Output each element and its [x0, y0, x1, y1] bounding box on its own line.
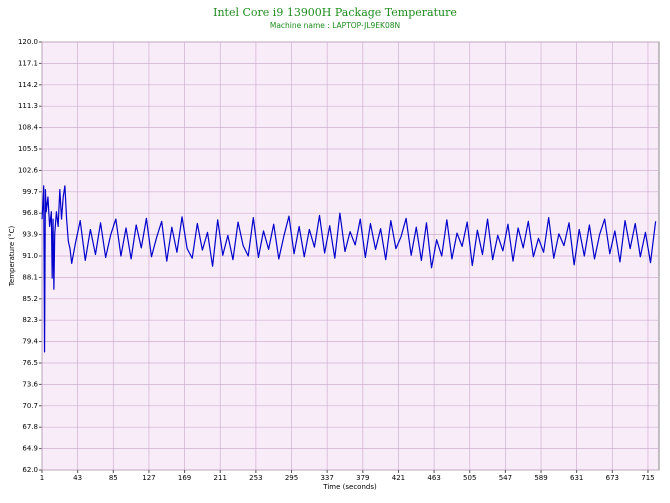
y-tick-label: 82.3 — [22, 316, 38, 324]
y-tick-label: 76.5 — [22, 359, 38, 367]
y-tick-label: 85.2 — [22, 295, 38, 303]
x-tick-label: 379 — [356, 474, 369, 482]
x-tick-label: 337 — [320, 474, 333, 482]
y-tick-label: 70.7 — [22, 402, 38, 410]
x-tick-label: 1 — [40, 474, 44, 482]
x-tick-label: 547 — [499, 474, 512, 482]
chart-title: Intel Core i9 13900H Package Temperature — [213, 6, 457, 19]
y-tick-label: 64.9 — [22, 445, 38, 453]
x-tick-label: 463 — [427, 474, 440, 482]
x-tick-label: 211 — [214, 474, 227, 482]
x-axis-label: Time (seconds) — [322, 483, 377, 491]
x-tick-label: 715 — [641, 474, 654, 482]
y-tick-label: 88.1 — [22, 273, 38, 281]
y-tick-label: 79.4 — [22, 338, 38, 346]
y-tick-label: 62.0 — [22, 466, 38, 474]
y-tick-label: 105.5 — [18, 145, 38, 153]
y-tick-label: 96.8 — [22, 209, 38, 217]
y-tick-label: 67.8 — [22, 423, 38, 431]
y-tick-label: 114.2 — [18, 81, 38, 89]
y-tick-label: 120.0 — [18, 38, 38, 46]
y-tick-label: 111.3 — [18, 102, 38, 110]
x-tick-label: 295 — [285, 474, 298, 482]
y-axis-label: Temperature (°C) — [8, 226, 16, 288]
x-tick-label: 421 — [392, 474, 405, 482]
x-tick-label: 253 — [249, 474, 262, 482]
temperature-line — [41, 185, 657, 353]
x-tick-label: 631 — [570, 474, 583, 482]
x-tick-label: 85 — [109, 474, 118, 482]
chart-subtitle: Machine name : LAPTOP-JL9EK08N — [270, 21, 400, 30]
y-tick-label: 99.7 — [22, 188, 38, 196]
x-tick-label: 589 — [534, 474, 547, 482]
x-tick-label: 169 — [178, 474, 191, 482]
y-tick-label: 117.1 — [18, 59, 38, 67]
y-tick-label: 102.6 — [18, 166, 39, 174]
x-tick-label: 505 — [463, 474, 476, 482]
x-tick-label: 127 — [142, 474, 155, 482]
y-tick-label: 93.9 — [22, 231, 38, 239]
y-tick-label: 73.6 — [22, 380, 38, 388]
x-tick-label: 43 — [73, 474, 82, 482]
y-tick-label: 91.0 — [22, 252, 38, 260]
x-tick-label: 673 — [606, 474, 619, 482]
y-tick-label: 108.4 — [18, 124, 39, 132]
